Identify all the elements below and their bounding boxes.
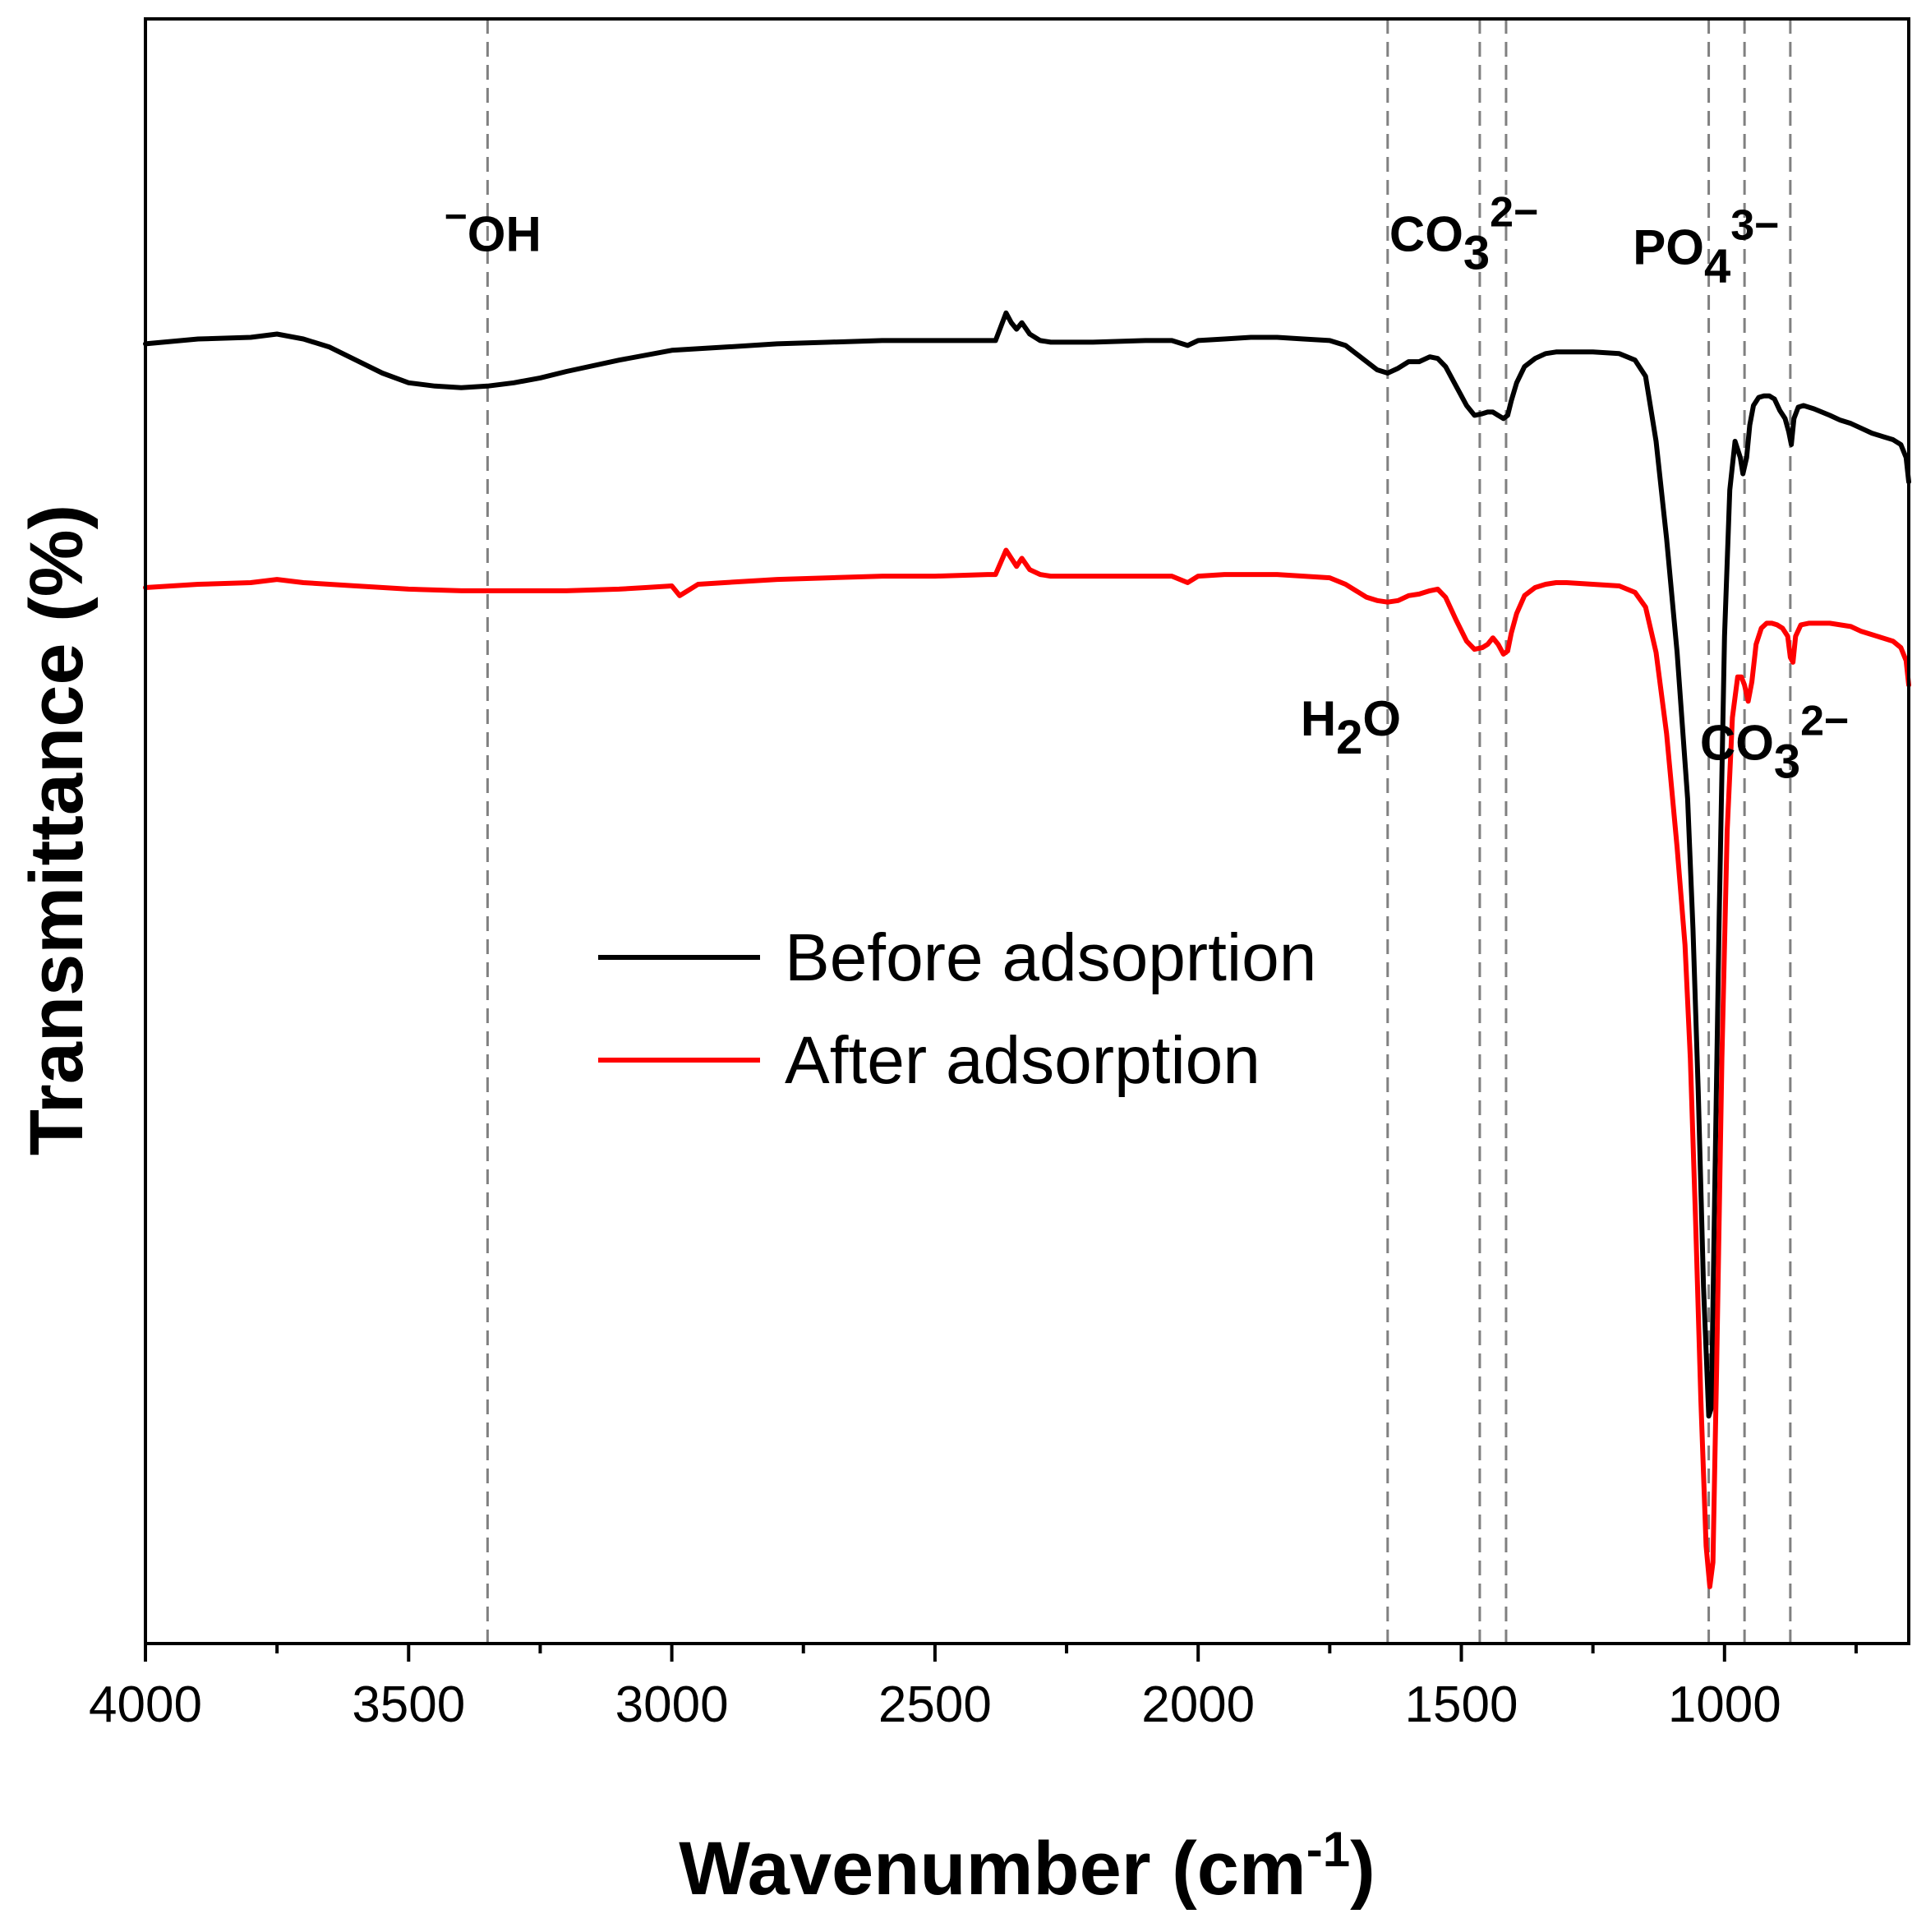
- x-tick-label: 3000: [615, 1676, 729, 1733]
- annotation-tail: O: [1362, 691, 1401, 746]
- x-axis-title-main: Wavenumber (cm: [679, 1827, 1306, 1911]
- legend: Before adsoprtion After adsorption: [598, 920, 1316, 1098]
- annotation-oh: −OH: [445, 196, 541, 262]
- annotation-co3-bottom: CO32−: [1700, 698, 1850, 789]
- reference-lines: [486, 19, 1792, 1644]
- x-axis-tick-labels: 4000 3500 3000 2500 2000 1500 1000: [89, 1676, 1781, 1733]
- annotation-sub: 4: [1704, 240, 1730, 293]
- x-axis-title-close: ): [1350, 1827, 1375, 1911]
- annotation-base: OH: [468, 207, 541, 262]
- legend-label-before: Before adsoprtion: [785, 920, 1316, 995]
- annotation-sub: 3: [1774, 735, 1800, 789]
- annotation-sub: 3: [1463, 227, 1490, 280]
- annotation-po4: PO43−: [1633, 202, 1779, 293]
- annotation-sub: 2: [1336, 711, 1362, 764]
- annotation-base: CO: [1700, 716, 1774, 771]
- series-group: [143, 310, 1911, 1589]
- annotation-sup: −: [445, 196, 468, 239]
- annotation-sup: 2−: [1490, 189, 1538, 237]
- legend-label-after: After adsorption: [785, 1023, 1260, 1098]
- x-tick-label: 2500: [878, 1676, 992, 1733]
- series-after-line: [143, 547, 1911, 1589]
- peak-annotations: −OH CO32−PO43−H2O CO32−: [445, 189, 1850, 789]
- x-tick-label: 1000: [1668, 1676, 1781, 1733]
- annotation-base: H: [1301, 691, 1336, 746]
- plot-frame: [144, 17, 1910, 1645]
- x-tick-label: 4000: [89, 1676, 202, 1733]
- x-tick-label: 3500: [352, 1676, 465, 1733]
- series-before-line: [143, 310, 1911, 1419]
- annotation-base: CO: [1389, 207, 1463, 262]
- annotation-co3-top: CO32−: [1389, 189, 1539, 280]
- annotation-h2o: H2O: [1301, 691, 1401, 764]
- x-tick-label: 1500: [1405, 1676, 1518, 1733]
- annotation-sup: 3−: [1730, 202, 1779, 250]
- annotation-base: PO: [1633, 220, 1704, 275]
- x-axis-ticks: [144, 1644, 1858, 1662]
- annotation-sup: 2−: [1800, 698, 1849, 745]
- x-tick-label: 2000: [1141, 1676, 1255, 1733]
- x-axis-title-sup: -1: [1306, 1822, 1350, 1877]
- x-axis-title: Wavenumber (cm-1): [679, 1822, 1375, 1911]
- y-axis-title: Transmittance (%): [15, 505, 99, 1155]
